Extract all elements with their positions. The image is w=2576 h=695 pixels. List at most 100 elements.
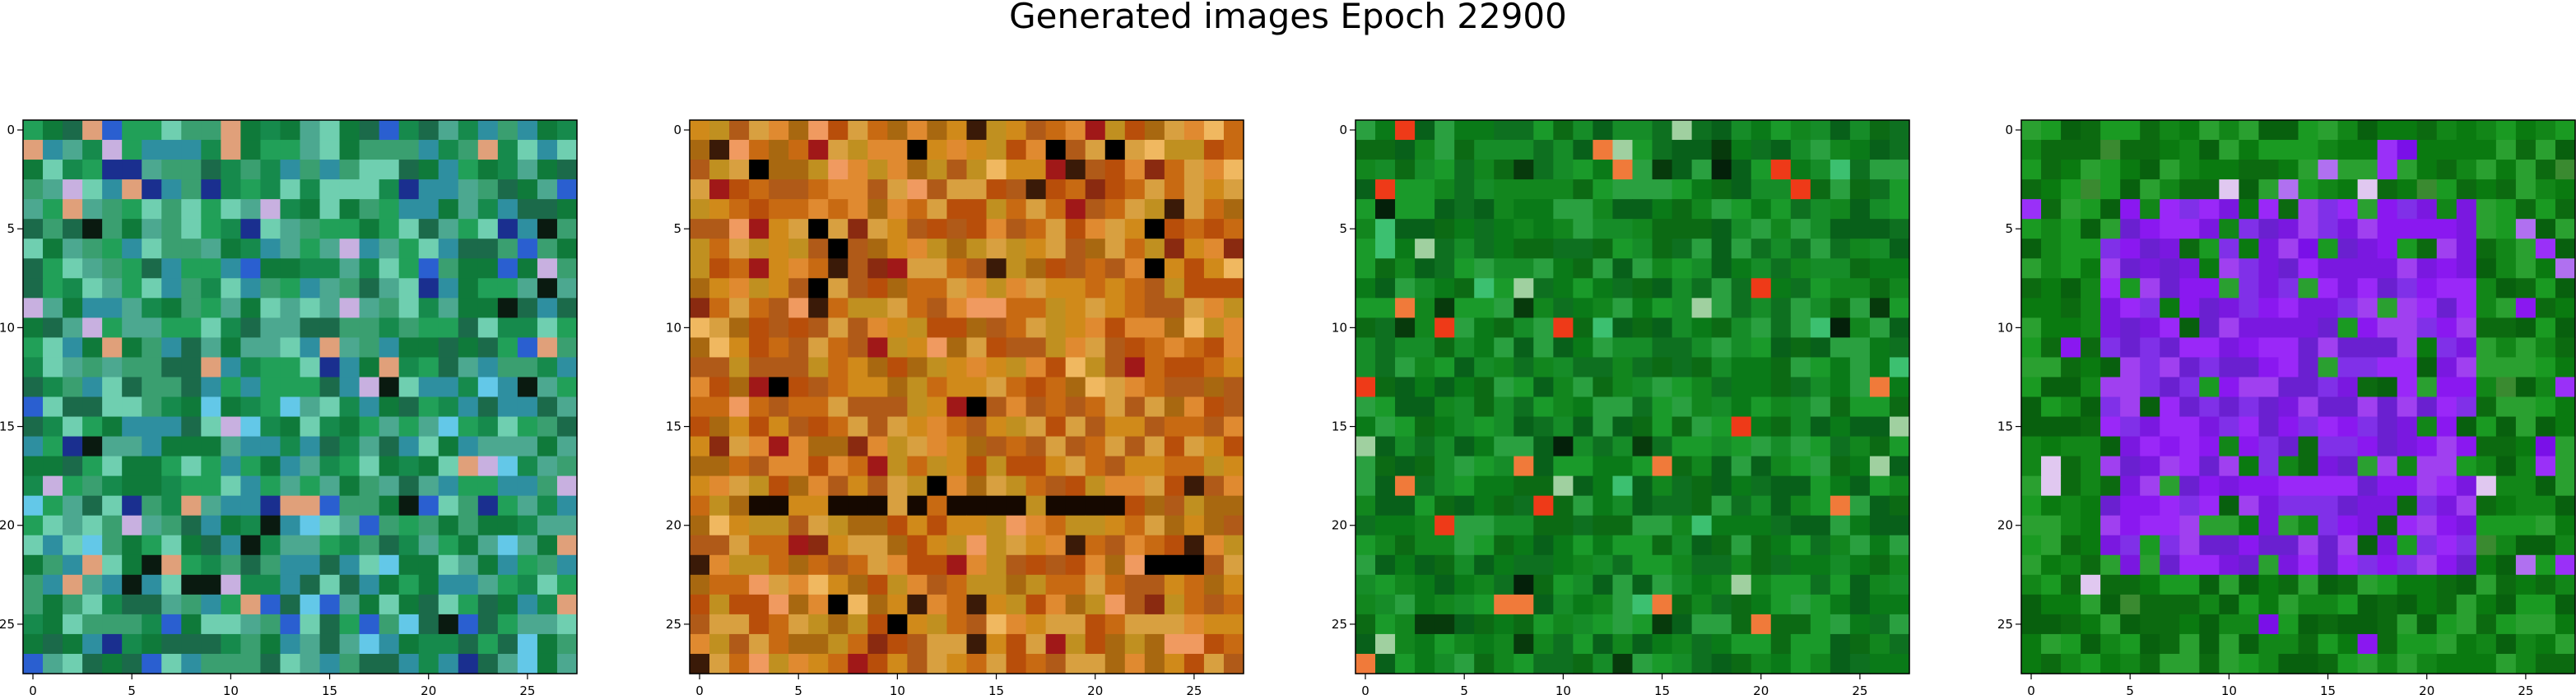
pixel-cell <box>1691 633 1713 655</box>
pixel-cell <box>1223 456 1244 477</box>
pixel-cell <box>1751 614 1772 635</box>
pixel-cell <box>1454 416 1475 438</box>
pixel-cell <box>2258 160 2280 180</box>
pixel-cell <box>221 258 241 279</box>
pixel-cell <box>1889 120 1910 141</box>
pixel-cell <box>1045 298 1067 318</box>
pixel-cell <box>1474 495 1495 517</box>
pixel-cell <box>1830 337 1851 359</box>
pixel-cell <box>2061 396 2081 418</box>
pixel-cell <box>1652 298 1673 318</box>
pixel-cell <box>1006 633 1027 655</box>
pixel-cell <box>1085 219 1106 239</box>
pixel-cell <box>438 554 459 576</box>
pixel-cell <box>788 594 809 615</box>
pixel-cell <box>1632 357 1653 378</box>
pixel-cell <box>986 278 1007 299</box>
pixel-cell <box>1553 515 1574 536</box>
pixel-cell <box>2357 594 2378 615</box>
pixel-cell <box>240 337 262 359</box>
pixel-cell <box>1711 219 1732 239</box>
pixel-cell <box>379 120 400 141</box>
pixel-cell <box>966 515 988 536</box>
pixel-cell <box>1889 140 1910 160</box>
pixel-cell <box>709 239 730 259</box>
pixel-cell <box>2436 535 2457 556</box>
pixel-cell <box>1672 614 1693 635</box>
x-tick-label: 10 <box>1555 683 1571 695</box>
pixel-cell <box>1355 199 1376 220</box>
pixel-cell <box>122 535 142 556</box>
pixel-cell <box>1124 416 1146 438</box>
pixel-cell <box>2456 436 2477 457</box>
pixel-cell <box>517 495 538 517</box>
pixel-cell <box>102 377 123 398</box>
pixel-cell <box>1612 258 1634 279</box>
pixel-cell <box>477 653 499 674</box>
pixel-cell <box>1869 337 1890 359</box>
pixel-cell <box>1025 239 1047 259</box>
x-tick-label: 20 <box>421 683 436 695</box>
pixel-cell <box>379 179 400 200</box>
pixel-cell <box>2318 317 2339 338</box>
pixel-cell <box>2476 298 2497 318</box>
pixel-cell <box>2041 199 2062 220</box>
pixel-cell <box>1494 239 1514 259</box>
pixel-cell <box>43 475 63 497</box>
pixel-cell <box>339 515 360 536</box>
pixel-cell <box>537 357 558 378</box>
pixel-cell <box>946 179 968 200</box>
pixel-cell <box>1869 160 1890 180</box>
pixel-cell <box>2061 436 2081 457</box>
pixel-cell <box>1025 653 1047 674</box>
pixel-cell <box>1434 416 1455 438</box>
pixel-cell <box>2357 160 2378 180</box>
pixel-cell <box>240 179 262 200</box>
pixel-cell <box>1144 554 1165 576</box>
pixel-cell <box>690 475 710 497</box>
pixel-cell <box>2258 199 2280 220</box>
pixel-cell <box>1203 475 1225 497</box>
pixel-cell <box>23 495 44 517</box>
pixel-cell <box>2318 377 2339 398</box>
pixel-cell <box>1889 495 1910 517</box>
pixel-cell <box>2357 475 2378 497</box>
pixel-cell <box>260 377 281 398</box>
pixel-cell <box>1085 120 1106 141</box>
pixel-cell <box>729 377 750 398</box>
pixel-cell <box>1104 258 1126 279</box>
pixel-cell <box>359 554 380 576</box>
pixel-cell <box>201 535 221 556</box>
pixel-cell <box>161 495 182 517</box>
pixel-cell <box>2416 337 2438 359</box>
pixel-cell <box>1731 633 1752 655</box>
pixel-cell <box>1355 258 1376 279</box>
pixel-cell <box>2140 239 2160 259</box>
x-tick-label: 5 <box>794 683 802 695</box>
pixel-cell <box>122 160 142 180</box>
pixel-cell <box>2081 515 2101 536</box>
pixel-cell <box>300 219 321 239</box>
pixel-cell <box>2298 594 2319 615</box>
pixel-cell <box>2061 298 2081 318</box>
pixel-cell <box>946 515 968 536</box>
pixel-cell <box>1144 416 1165 438</box>
pixel-cell <box>556 160 578 180</box>
pixel-cell <box>201 475 221 497</box>
pixel-cell <box>537 633 558 655</box>
pixel-cell <box>2140 475 2160 497</box>
pixel-cell <box>2160 495 2180 517</box>
pixel-cell <box>319 653 341 674</box>
pixel-cell <box>1672 298 1693 318</box>
pixel-cell <box>788 337 809 359</box>
pixel-cell <box>43 219 63 239</box>
pixel-cell <box>2318 614 2339 635</box>
pixel-cell <box>1065 258 1086 279</box>
pixel-cell <box>1533 535 1554 556</box>
pixel-cell <box>1183 317 1205 338</box>
pixel-cell <box>2061 633 2081 655</box>
pixel-cell <box>946 633 968 655</box>
pixel-cell <box>1006 574 1027 595</box>
pixel-cell <box>1415 120 1435 141</box>
pixel-cell <box>729 278 750 299</box>
